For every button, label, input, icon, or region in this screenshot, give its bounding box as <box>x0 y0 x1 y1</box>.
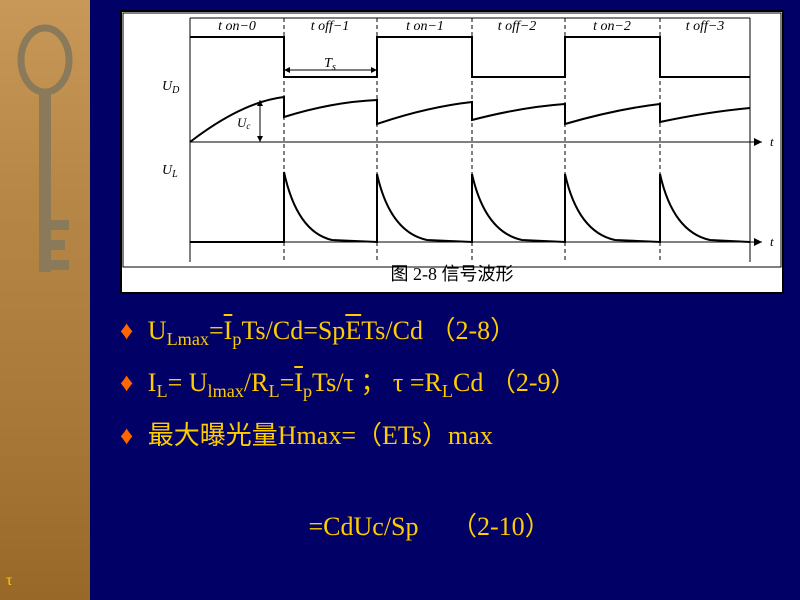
ul-curve <box>190 172 750 242</box>
equation-2-10-a: ♦ 最大曝光量Hmax=（ETs）max <box>120 415 577 457</box>
ud-curve <box>190 97 750 142</box>
label-ton2: t on−2 <box>593 19 631 34</box>
ul-label: UL <box>162 163 178 180</box>
ud-label: UD <box>162 79 180 96</box>
waveform-svg: t on−0 t off−1 t on−1 t off−2 t on−2 t o… <box>122 12 782 292</box>
figure-caption: 图 2-8 信号波形 <box>122 260 782 286</box>
label-toff1: t off−1 <box>311 19 350 34</box>
uc-label: Uc <box>237 115 250 131</box>
label-ton1: t on−1 <box>406 19 444 34</box>
ts-label: Ts <box>324 56 336 73</box>
eq-line3-text: 最大曝光量Hmax=（ETs）max <box>148 421 493 450</box>
eq-line4-text: =CdUc/Sp （2-10） <box>159 512 551 541</box>
equation-2-8: ♦ ULmax=IpTs/Cd=SpETs/Cd （2-8） <box>120 310 577 354</box>
ts-marker: Ts <box>284 56 377 73</box>
sidebar-texture <box>0 0 90 600</box>
bullet-icon: ♦ <box>120 316 133 345</box>
key-icon <box>15 20 75 320</box>
label-toff2: t off−2 <box>498 19 537 34</box>
square-wave <box>190 37 750 77</box>
waveform-diagram: t on−0 t off−1 t on−1 t off−2 t on−2 t o… <box>120 10 784 294</box>
timing-labels: t on−0 t off−1 t on−1 t off−2 t on−2 t o… <box>218 19 724 34</box>
equation-2-9: ♦ IL= Ulmax/RL=IpTs/τ ； τ =RLCd （2-9） <box>120 362 577 406</box>
equation-block: ♦ ULmax=IpTs/Cd=SpETs/Cd （2-8） ♦ IL= Ulm… <box>120 310 577 597</box>
t-axis-1: t <box>770 134 774 149</box>
label-toff3: t off−3 <box>686 19 725 34</box>
tau-footer: τ <box>6 572 12 590</box>
label-ton0: t on−0 <box>218 19 256 34</box>
t-axis-2: t <box>770 234 774 249</box>
equation-2-10-b: =CdUc/Sp （2-10） <box>120 464 577 589</box>
bullet-icon: ♦ <box>120 421 133 450</box>
slide-content: t on−0 t off−1 t on−1 t off−2 t on−2 t o… <box>90 0 800 600</box>
bullet-icon: ♦ <box>120 368 133 397</box>
